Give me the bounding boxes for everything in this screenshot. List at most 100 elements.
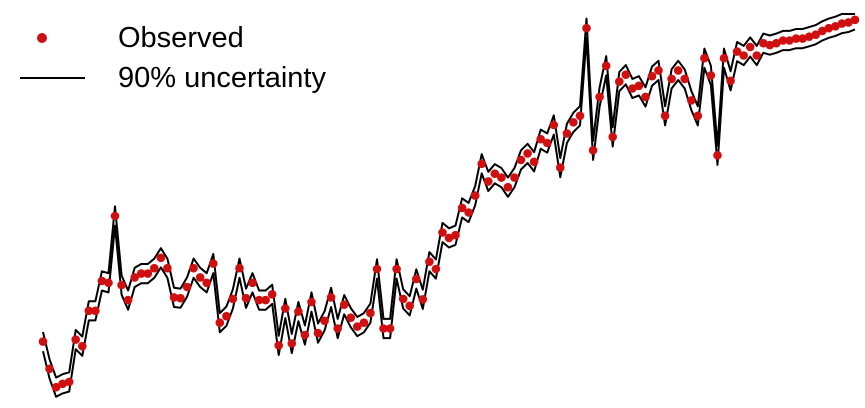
legend: Observed 90% uncertainty	[20, 22, 326, 94]
observed-point	[136, 269, 146, 278]
observed-point	[71, 335, 80, 344]
observed-point	[536, 134, 545, 144]
observed-point	[549, 120, 559, 130]
observed-point	[209, 259, 218, 268]
observed-point	[294, 307, 303, 316]
observed-point	[379, 324, 388, 333]
observed-point	[84, 306, 94, 316]
observed-point	[267, 290, 277, 299]
observed-point	[307, 297, 316, 307]
observed-point	[287, 339, 297, 348]
observed-point	[464, 208, 473, 217]
observed-point	[353, 322, 362, 331]
observed-point	[235, 263, 244, 273]
observed-point	[713, 151, 722, 160]
observed-point	[392, 264, 401, 274]
observed-point	[425, 257, 434, 267]
observed-point	[516, 155, 526, 165]
observed-point	[621, 70, 631, 79]
observed-point	[497, 173, 506, 182]
observed-point	[765, 40, 775, 50]
observed-point	[837, 19, 847, 28]
observed-point	[470, 191, 480, 200]
observed-point	[608, 132, 617, 142]
observed-point	[831, 22, 840, 31]
observed-point	[693, 111, 703, 121]
observed-point	[163, 263, 172, 273]
observed-point	[745, 42, 755, 52]
observed-point	[844, 18, 853, 27]
observed-point	[647, 71, 657, 81]
observed-point	[739, 51, 748, 60]
observed-point	[228, 294, 238, 304]
legend-label-observed: Observed	[118, 22, 244, 54]
observed-point	[110, 211, 120, 221]
band-upper-line	[42, 13, 855, 379]
observed-point	[778, 36, 788, 45]
observed-point	[405, 301, 415, 311]
observed-point	[78, 341, 87, 351]
observed-point	[130, 273, 139, 282]
observed-point	[850, 15, 860, 25]
observed-point	[385, 324, 395, 333]
observed-point	[700, 53, 709, 63]
observed-point	[798, 34, 807, 43]
observed-point	[706, 71, 716, 80]
observed-point	[418, 295, 428, 304]
observed-point	[510, 173, 519, 182]
observed-point	[719, 53, 729, 63]
observed-point	[313, 328, 323, 338]
observed-point	[451, 230, 460, 240]
observed-point	[182, 282, 192, 292]
observed-point	[477, 159, 487, 169]
observed-point	[680, 74, 689, 84]
observed-point	[542, 138, 552, 148]
observed-point	[359, 318, 369, 328]
observed-point	[431, 264, 441, 274]
observed-point	[785, 36, 794, 45]
observed-point	[326, 293, 336, 302]
observed-point	[490, 169, 500, 178]
observed-point	[143, 269, 153, 278]
observed-point	[726, 76, 735, 86]
observed-point	[667, 74, 676, 84]
observed-point	[641, 92, 650, 102]
observed-point	[372, 264, 382, 274]
observed-point	[772, 38, 781, 48]
observed-point	[444, 233, 454, 243]
observed-point	[64, 377, 74, 387]
observed-point	[818, 26, 827, 36]
observed-point	[222, 311, 231, 321]
observed-point	[398, 294, 408, 304]
observed-point	[104, 278, 113, 288]
observed-point	[156, 253, 166, 263]
observed-point	[366, 308, 375, 318]
observed-point	[438, 228, 447, 237]
observed-point	[412, 274, 421, 284]
observed-point	[320, 316, 329, 326]
observed-point	[660, 111, 670, 121]
observed-point	[562, 129, 572, 138]
observed-point	[281, 304, 290, 313]
observed-point	[811, 30, 820, 39]
observed-point	[241, 293, 251, 303]
observed-point	[202, 278, 211, 288]
observed-point	[556, 163, 565, 172]
observed-point	[346, 313, 356, 323]
observed-point	[51, 382, 61, 392]
observed-point	[300, 330, 310, 340]
legend-marker-observed	[37, 33, 47, 43]
observed-point	[595, 92, 604, 102]
observed-point	[176, 293, 185, 303]
observed-point	[150, 263, 159, 273]
observed-point	[123, 295, 133, 305]
observed-point	[189, 263, 198, 273]
observed-point	[628, 84, 637, 93]
observed-point	[588, 146, 598, 155]
observed-point	[634, 81, 644, 91]
observed-point	[58, 379, 67, 389]
observed-point	[117, 280, 126, 290]
observed-point	[615, 77, 624, 86]
observed-point	[274, 341, 284, 350]
